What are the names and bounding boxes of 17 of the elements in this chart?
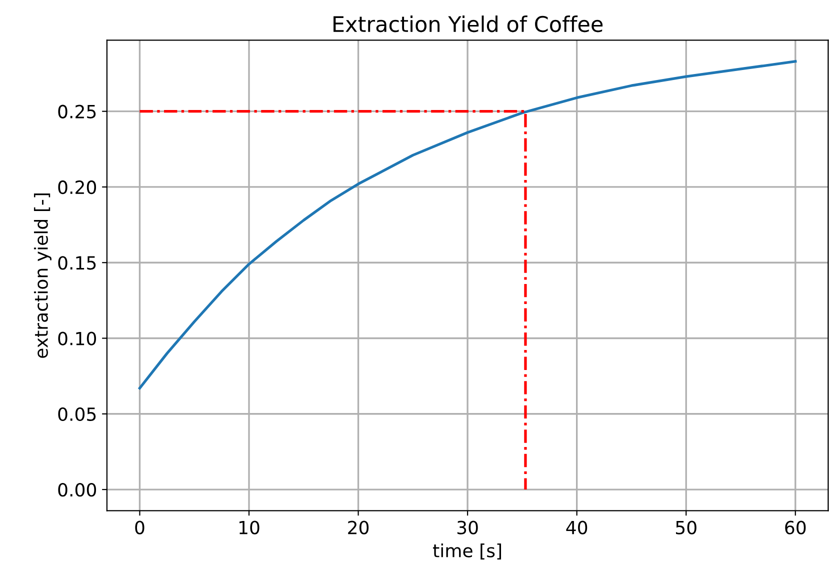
y-tick-label: 0.20 xyxy=(58,180,96,194)
x-tick-label: 20 xyxy=(348,520,369,534)
y-tick-label: 0.00 xyxy=(58,482,96,497)
x-tick-label: 50 xyxy=(676,520,696,534)
y-tick-label: 0.05 xyxy=(58,407,96,422)
y-tick-label: 0.25 xyxy=(58,104,96,118)
y-axis-title: extraction yield [-] xyxy=(34,194,52,358)
y-tick-label: 0.10 xyxy=(58,332,96,346)
x-tick-label: 40 xyxy=(566,520,588,534)
x-tick-label: 60 xyxy=(785,520,806,534)
line-series xyxy=(138,60,797,390)
y-tick-label: 0.15 xyxy=(58,256,96,270)
x-tick-label: 30 xyxy=(457,520,478,534)
chart-title: Extraction Yield of Coffee xyxy=(334,16,603,32)
x-tick-label: 10 xyxy=(239,520,260,534)
x-axis-title: time [s] xyxy=(433,543,502,560)
x-tick-label: 0 xyxy=(135,520,144,534)
